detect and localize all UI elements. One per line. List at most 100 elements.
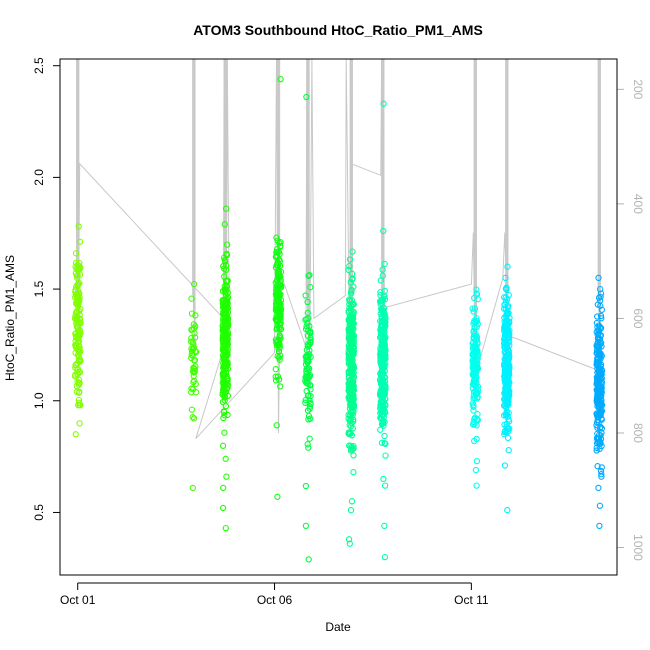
data-point [594, 436, 601, 443]
data-point [219, 442, 227, 449]
data-point [596, 396, 603, 403]
data-point [501, 431, 508, 438]
data-point [220, 364, 227, 372]
point-series [376, 100, 389, 561]
data-point [471, 324, 478, 332]
data-point [380, 387, 388, 395]
data-point [503, 311, 510, 319]
data-point [377, 370, 384, 377]
data-point [303, 387, 310, 395]
data-point [593, 447, 600, 454]
data-point [598, 401, 605, 409]
data-point [349, 324, 356, 332]
data-point [500, 305, 508, 312]
point-series [302, 93, 314, 563]
data-point [273, 292, 280, 299]
data-point [594, 463, 601, 470]
data-point [221, 393, 228, 400]
data-point [504, 263, 511, 270]
data-point [75, 331, 82, 339]
data-point [190, 325, 198, 332]
data-point [596, 522, 603, 530]
data-point [307, 353, 314, 361]
data-point [471, 305, 479, 312]
data-point [72, 250, 80, 257]
data-point [597, 423, 604, 431]
altitude-track-layer [76, 58, 601, 440]
data-point [504, 295, 511, 303]
data-point [347, 376, 354, 383]
data-point [303, 358, 310, 365]
data-point [224, 361, 231, 368]
data-point [77, 357, 84, 365]
data-point [346, 296, 353, 303]
data-point [381, 293, 388, 300]
data-point [305, 272, 312, 280]
data-point [379, 296, 387, 304]
data-point [276, 332, 283, 339]
data-point [379, 339, 387, 347]
data-point [598, 306, 606, 313]
data-point [303, 346, 311, 354]
data-point [382, 384, 389, 391]
data-points-layer [71, 75, 606, 563]
data-point [73, 292, 80, 299]
data-point [345, 266, 352, 274]
data-point [597, 293, 604, 300]
data-point [274, 261, 281, 268]
data-point [274, 337, 281, 344]
data-point [223, 473, 230, 480]
data-point [223, 266, 230, 274]
data-point [307, 386, 314, 393]
data-point [501, 370, 509, 378]
data-point [346, 304, 353, 312]
data-point [505, 447, 512, 454]
data-point [502, 274, 509, 282]
data-point [598, 473, 605, 480]
plot-frame [59, 58, 618, 576]
data-point [221, 349, 228, 356]
data-point [273, 234, 280, 241]
data-point [73, 320, 80, 327]
data-point [305, 380, 312, 387]
data-point [501, 462, 509, 469]
data-point [504, 326, 511, 333]
point-series [469, 286, 482, 489]
data-point [377, 350, 384, 358]
data-point [305, 367, 312, 374]
data-point [377, 360, 385, 367]
data-point [502, 382, 510, 390]
data-point [350, 418, 357, 425]
data-point [306, 271, 313, 279]
data-point [597, 312, 605, 320]
data-point [593, 361, 600, 368]
data-point [224, 301, 231, 308]
data-point [350, 351, 357, 358]
data-point [302, 522, 310, 530]
data-point [345, 394, 353, 401]
data-point [190, 378, 197, 386]
data-point [273, 315, 281, 322]
data-point [193, 348, 200, 356]
data-point [77, 401, 84, 409]
data-point [596, 297, 604, 304]
data-point [72, 341, 79, 349]
data-point [75, 389, 83, 396]
data-point [595, 412, 603, 419]
data-point [505, 391, 513, 398]
data-point [75, 297, 83, 305]
data-point [593, 319, 601, 327]
data-point [349, 248, 356, 255]
data-point [222, 369, 230, 376]
data-point [223, 323, 230, 330]
data-point [188, 295, 195, 302]
data-point [75, 300, 82, 307]
data-point [474, 347, 481, 354]
data-point [222, 402, 230, 410]
data-point [302, 482, 310, 490]
data-point [277, 268, 285, 276]
data-point [76, 308, 83, 315]
data-point [277, 75, 284, 83]
y-tick-label: 1.5 [32, 280, 46, 297]
data-point [473, 390, 480, 397]
